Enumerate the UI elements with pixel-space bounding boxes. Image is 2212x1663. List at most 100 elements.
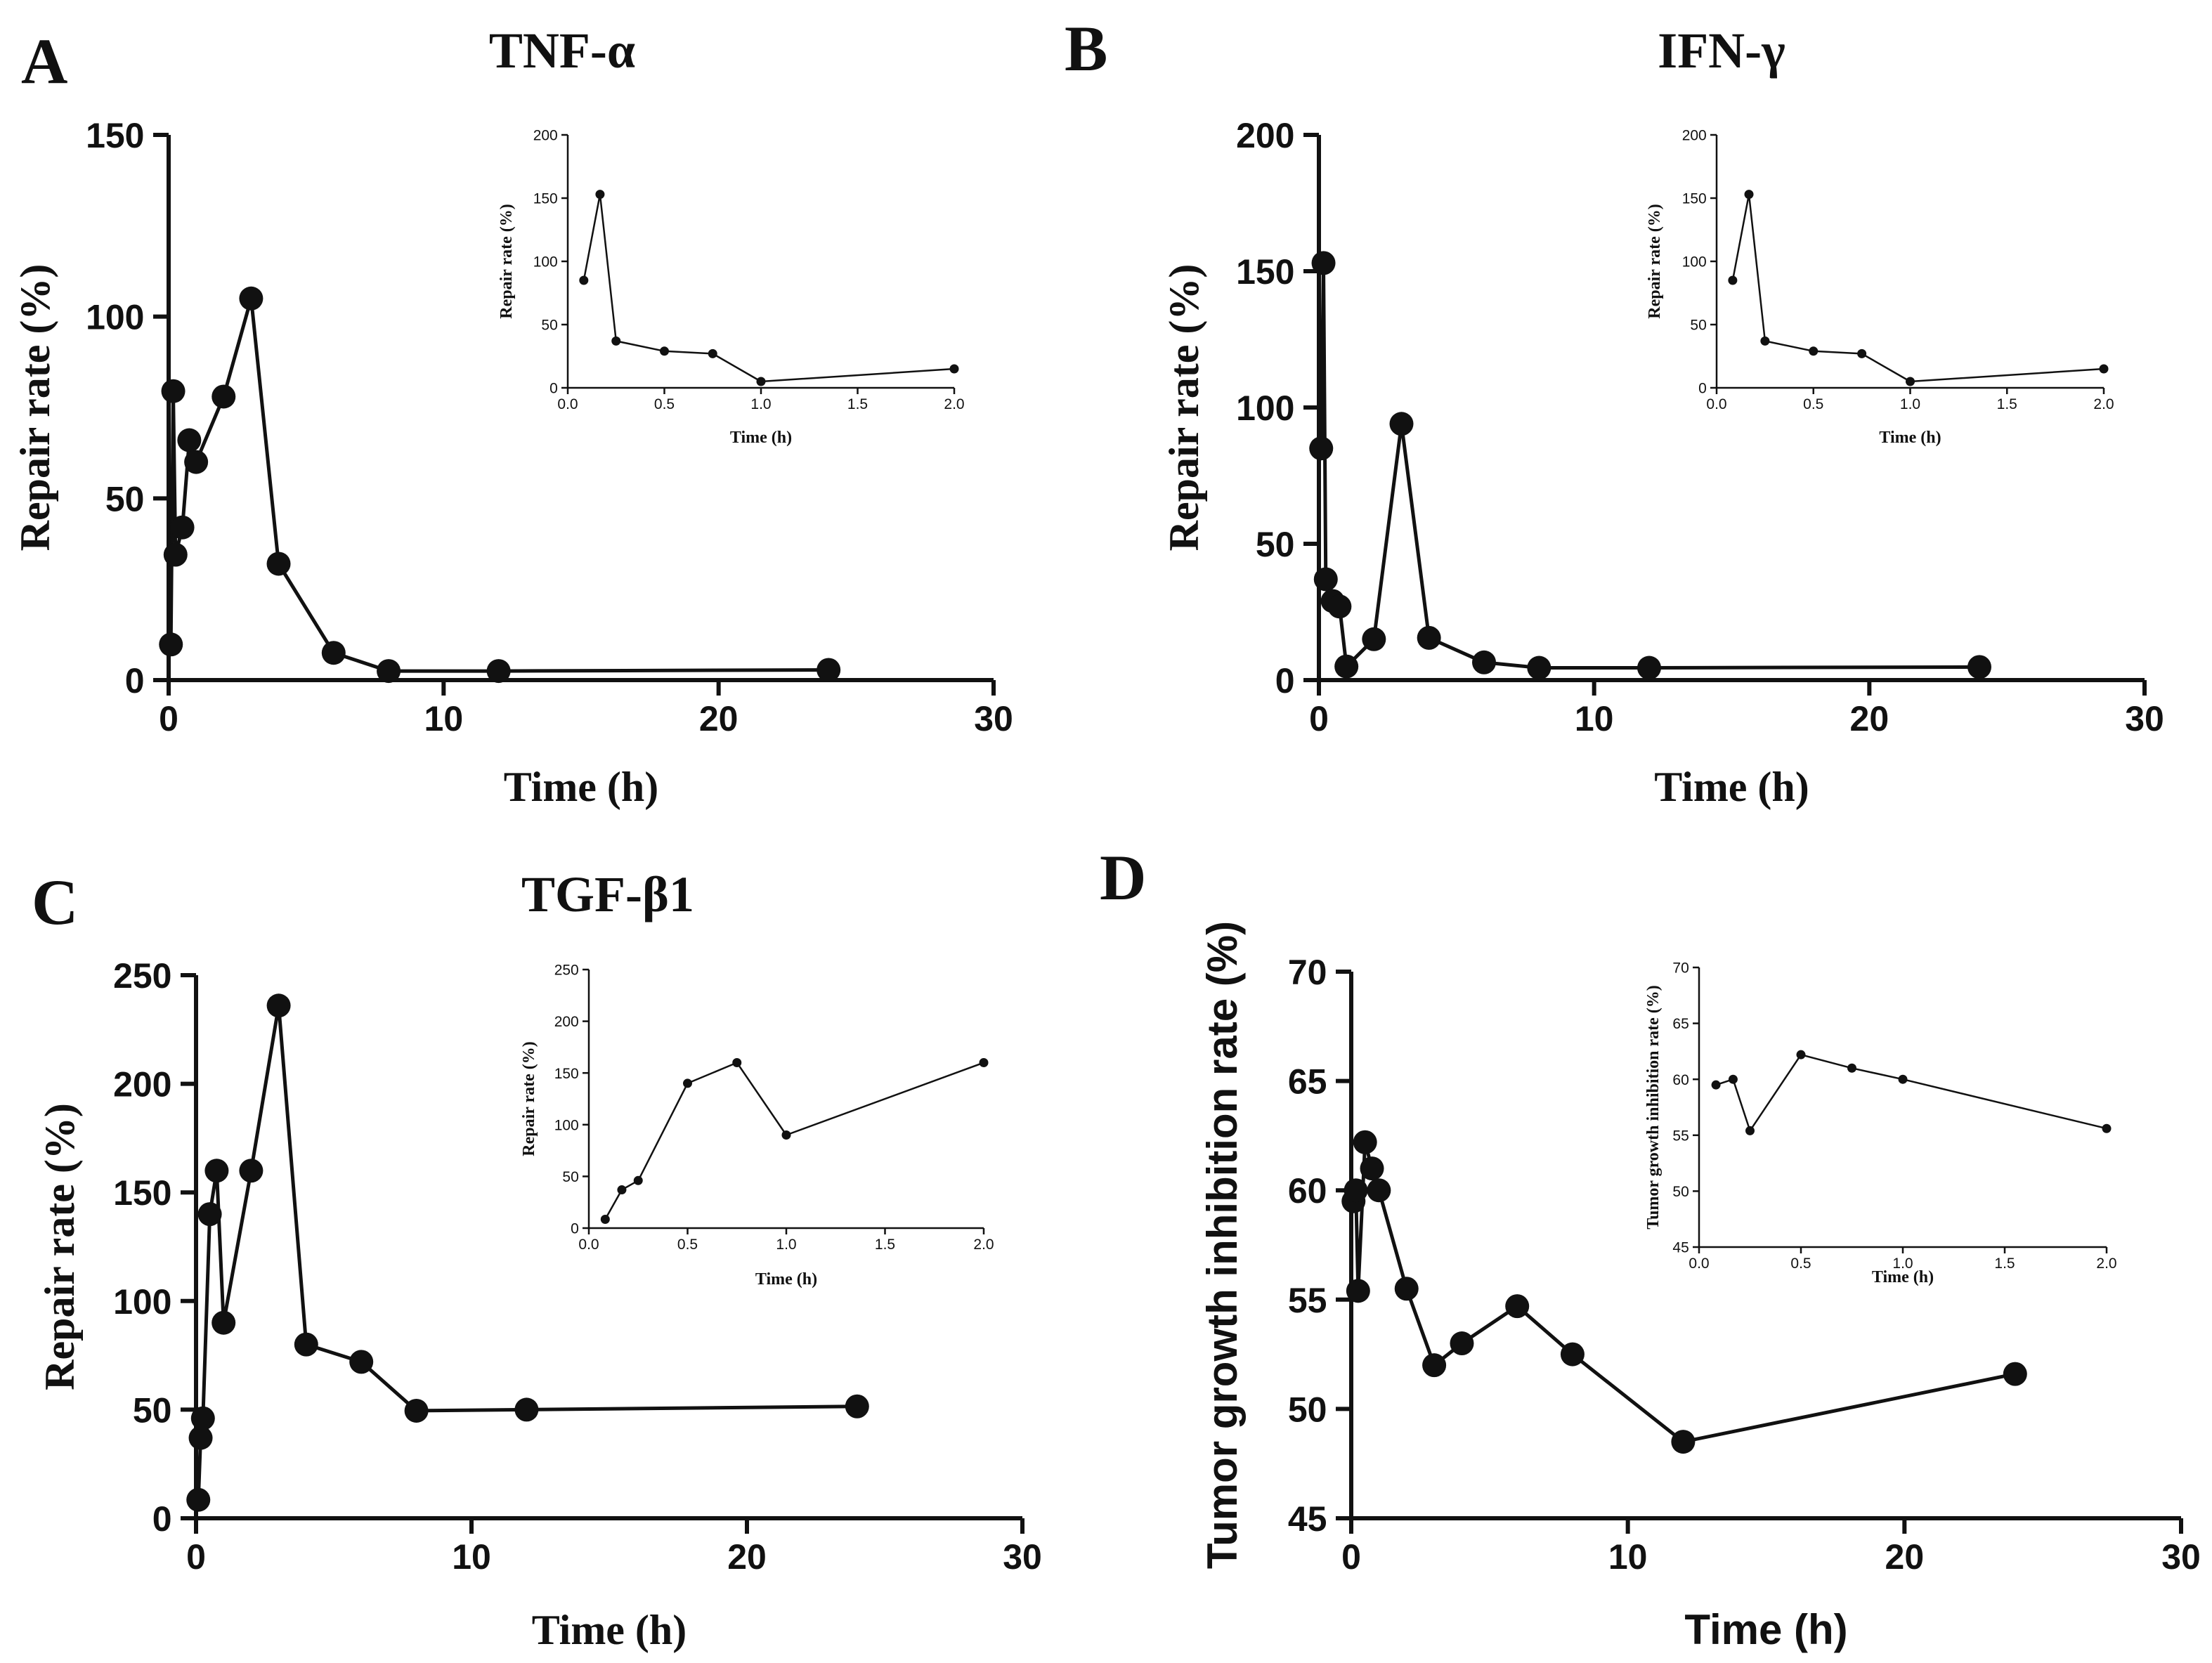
panel-c-main-data-point [845,1394,869,1419]
panel-a-main-y-tick-label: 0 [125,661,145,700]
panel-a-inset-x-tick-label: 2.0 [944,396,964,412]
panel-c-inset-y-tick-label: 250 [554,963,579,979]
panel-d-inset-x-tick-label: 1.0 [1892,1256,1913,1272]
panel-c-main-y-axis-title: Repair rate (%) [37,1103,83,1390]
panel-c-inset-y-tick-label: 0 [571,1221,579,1237]
panel-c-inset-y-tick-label: 200 [554,1014,579,1030]
panel-c-inset-data-point [781,1130,791,1140]
panel-d-inset-y-tick-label: 55 [1672,1128,1689,1144]
panel-c-main-data-point [266,993,291,1018]
panel-d-inset-y-tick-label: 45 [1672,1240,1689,1256]
panel-b-title: IFN-γ [1658,22,1785,79]
panel-c-inset-plot: 0.0 0.5 1.0 1.5 2.0 0 50 100 150 200 250 Time (h) Re… [520,963,994,1289]
panel-a-inset-x-tick-label: 0.5 [654,396,675,412]
panel-c-inset-y-tick-label: 100 [554,1117,579,1133]
panel-b-inset-y-axis-title: Repair rate (%) [1646,204,1664,319]
panel-a-main-y-tick-label: 100 [86,298,144,337]
panel-c-main-y-tick-label: 250 [113,956,171,996]
panel-d-main-y-axis-title: Tumor growth inhibition rate (%) [1199,921,1246,1569]
panel-d-main-y-tick-label: 60 [1288,1171,1327,1211]
panel-d-main-plot: 0 10 20 30 45 50 55 60 65 70 Time (h) Tumor growth … [1199,921,2201,1653]
panel-c-inset-x-tick-label: 2.0 [973,1237,994,1253]
panel-d-main-data-point [1360,1156,1384,1181]
panel-c-main-x-tick-label: 0 [186,1537,206,1577]
panel-b-main-data-point [1309,436,1334,461]
panel-c-main-data-point [212,1310,236,1335]
panel-d-inset-x-axis-title: Time (h) [1872,1268,1934,1286]
panel-c-main-data-point [404,1398,429,1423]
panel-c-inset-x-tick-label: 1.0 [776,1237,796,1253]
panel-b-inset-x-axis-title: Time (h) [1879,429,1941,447]
panel-a-main-x-tick-label: 10 [424,699,464,738]
panel-d-inset-data-point [1711,1080,1721,1090]
panel-b-inset-y-tick-label: 0 [1698,381,1707,397]
panel-a-main-data-point [177,428,202,452]
panel-a-inset-x-tick-label: 1.0 [750,396,771,412]
panel-d-inset-x-tick-label: 1.5 [1994,1256,2015,1272]
panel-d-inset-plot: 0.0 0.5 1.0 1.5 2.0 45 50 55 60 65 70 Time (h) Tumor… [1644,960,2117,1286]
panel-d-inset-data-point [1796,1050,1806,1059]
panel-c-inset-x-axis-title: Time (h) [755,1270,817,1289]
panel-d-main-data-point [1353,1130,1377,1154]
panel-d-main-data-point [1344,1178,1368,1203]
panel-a-inset-y-tick-label: 200 [533,128,558,144]
panel-d-main-x-axis-title: Time (h) [1684,1606,1847,1653]
panel-d-inset-y-axis-title: Tumor growth inhibition rate (%) [1644,985,1663,1230]
panel-a-inset-plot: 0.0 0.5 1.0 1.5 2.0 0 50 100 150 200 Time (h) Repai… [497,128,965,447]
panel-d-main-y-tick-label: 45 [1288,1499,1327,1539]
panel-b-main-data-point [1362,627,1386,651]
panel-b-main-plot: 0 10 20 30 0 50 100 150 200 Time (h) Repair rate (… [1161,116,2164,810]
panel-c-main-y-tick-label: 150 [113,1173,171,1213]
panel-a-inset-y-tick-label: 100 [533,254,558,270]
panel-b-main-x-tick-label: 30 [2125,699,2164,738]
panel-a-main-data-point [239,286,264,311]
panel-c-main-data-point [188,1426,213,1450]
panel-d-letter: D [1100,842,1146,913]
panel-a-inset-data-point [579,275,589,285]
panel-c-main-data-point [204,1159,229,1183]
panel-d-main-x-tick-label: 0 [1341,1537,1361,1577]
panel-c-inset-x-tick-label: 0.5 [677,1237,698,1253]
panel-a-main-data-point [184,450,209,474]
panel-a-main-plot: 0 10 20 30 0 50 100 150 Time (h) Repair rate (%) [12,116,1013,810]
panel-b-inset-x-tick-label: 2.0 [2093,396,2114,412]
panel-b-main-x-tick-label: 20 [1850,699,1889,738]
panel-c-main-data-point [186,1487,211,1512]
panel-b-inset-data-point [1857,348,1867,358]
panel-b-main-x-tick-label: 10 [1575,699,1614,738]
panel-b-main-y-axis-title: Repair rate (%) [1161,264,1207,552]
panel-b-inset-x-tick-label: 0.5 [1803,396,1823,412]
panel-b-inset-y-tick-label: 150 [1682,191,1707,207]
panel-a-main-x-tick-label: 30 [974,699,1013,738]
panel-b-inset-x-tick-label: 1.5 [1997,396,2017,412]
panel-a-main-y-tick-label: 50 [105,479,145,519]
panel-c-main-data-point [197,1202,222,1227]
panel-d-main-data-point [1394,1277,1419,1301]
panel-d-inset-x-tick-label: 0.5 [1790,1256,1811,1272]
panel-a-main-y-axis-title: Repair rate (%) [12,264,58,552]
panel-b-main-data-point [1472,650,1496,674]
panel-a-main-data-point [817,658,841,682]
panel-b-main-data-point [1389,412,1414,436]
panel-c-main-data-point [190,1406,215,1430]
panel-d-main-data-point [1505,1294,1530,1319]
panel-c-inset-y-axis-title: Repair rate (%) [520,1041,538,1156]
panel-b-main-data-point [1637,656,1661,680]
panel-c-letter: C [32,866,78,938]
panel-c-main-y-tick-label: 50 [133,1390,172,1430]
panel-b-letter: B [1065,13,1107,84]
panel-c-main-x-tick-label: 20 [727,1537,767,1577]
panel-c-main-x-tick-label: 10 [452,1537,491,1577]
panel-a-inset-x-tick-label: 0.0 [557,396,578,412]
panel-b-inset-y-tick-label: 50 [1690,318,1706,334]
panel-a-inset-data-point [660,346,669,356]
panel-b-main-data-point [1527,656,1551,680]
panel-a-main-data-point [377,659,401,684]
panel-a-main-x-axis-title: Time (h) [504,764,659,810]
panel-b-inset-data-point [1906,377,1915,386]
panel-b-main-data-point [1313,567,1338,592]
panel-a-main-data-point [161,379,186,403]
panel-b-inset-x-tick-label: 0.0 [1706,396,1726,412]
